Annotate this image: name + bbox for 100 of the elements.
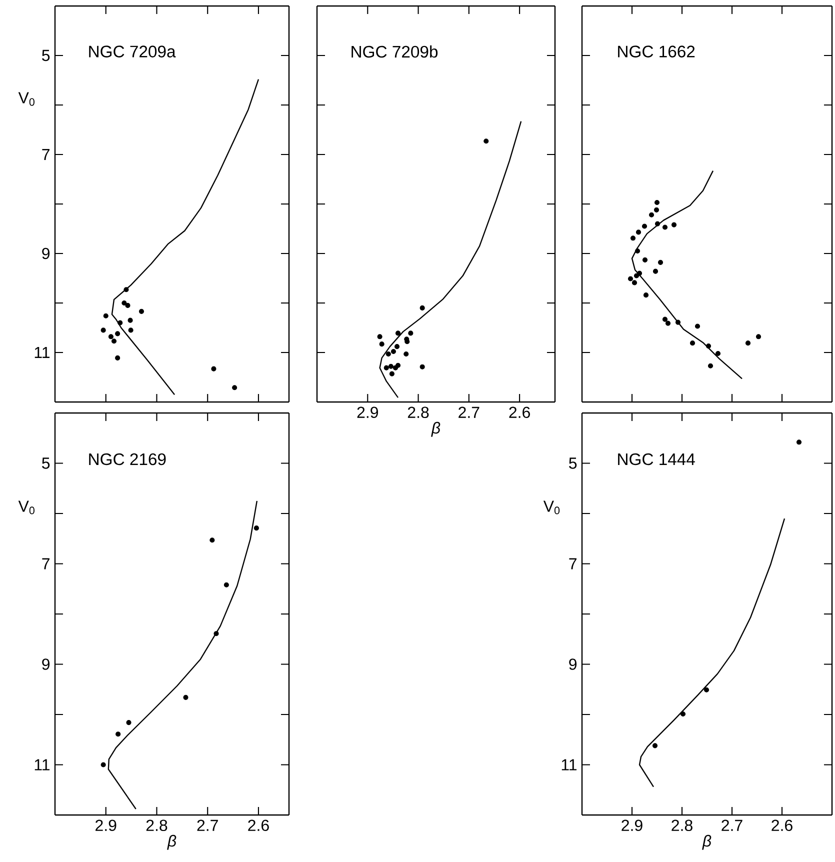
point <box>658 260 664 265</box>
y-axis-title: V$_{0}$ <box>18 500 34 514</box>
point <box>690 340 696 346</box>
point <box>116 732 121 737</box>
x-tick-label: 2.9 <box>96 820 116 832</box>
point <box>420 364 425 370</box>
point <box>648 212 654 218</box>
point <box>756 334 762 340</box>
point <box>108 334 114 340</box>
point <box>214 631 219 636</box>
point <box>642 224 648 229</box>
point <box>128 328 134 333</box>
text: NGC 2169 <box>89 453 166 466</box>
point <box>675 320 681 325</box>
x-tick-label: 2.8 <box>672 820 692 832</box>
point <box>394 344 400 350</box>
x-tick-label: 2.6 <box>248 820 269 832</box>
x-tick-label: 2.8 <box>408 406 429 418</box>
point <box>100 328 106 333</box>
y-tick-label: 7 <box>42 149 50 160</box>
point <box>680 711 686 717</box>
x-tick-label: 2.7 <box>722 820 742 831</box>
point <box>706 344 712 349</box>
x-tick-label: 2.8 <box>146 820 168 832</box>
text: NGC 7209b <box>352 45 438 58</box>
line-series <box>638 518 786 788</box>
point <box>386 351 391 357</box>
point <box>211 366 216 372</box>
y-tick-label: 5 <box>569 458 577 469</box>
x-tick-label: 2.9 <box>357 406 378 418</box>
point <box>395 362 401 368</box>
point <box>115 355 120 360</box>
y-tick-label: 9 <box>42 658 50 670</box>
point <box>232 385 238 390</box>
point <box>224 582 229 588</box>
point <box>704 687 710 692</box>
x-axis-title: β <box>431 422 440 437</box>
text: NGC 1662 <box>618 46 695 58</box>
point <box>395 330 401 336</box>
point <box>128 318 133 323</box>
point <box>100 762 106 768</box>
point <box>384 365 389 370</box>
point <box>694 324 700 329</box>
y-tick-label: 9 <box>569 658 577 670</box>
line-series <box>108 500 258 810</box>
x-axis-title: β <box>167 834 176 850</box>
point <box>708 363 714 368</box>
point <box>652 268 658 274</box>
point <box>484 138 489 144</box>
y-tick-label: 9 <box>42 248 50 260</box>
point <box>124 287 129 292</box>
point <box>630 236 636 241</box>
point <box>662 224 668 230</box>
point <box>125 302 130 308</box>
point <box>628 276 634 282</box>
point <box>420 305 425 310</box>
point <box>634 273 640 278</box>
text: NGC 7209a <box>89 46 176 58</box>
text: NGC 1444 <box>618 453 695 466</box>
point <box>388 364 394 369</box>
x-axis-title: β <box>702 834 712 850</box>
y-tick-label: 11 <box>34 347 50 358</box>
point <box>404 351 409 357</box>
point <box>122 300 127 306</box>
point <box>210 538 215 543</box>
point <box>103 313 108 318</box>
point <box>643 292 649 298</box>
line-series <box>111 78 260 396</box>
point <box>745 340 751 346</box>
point <box>715 350 721 356</box>
point <box>115 331 120 336</box>
point <box>111 338 117 344</box>
point <box>671 222 677 228</box>
point <box>254 526 259 531</box>
point <box>654 207 660 212</box>
point <box>390 348 396 354</box>
point <box>642 257 648 262</box>
point <box>389 371 394 376</box>
point <box>126 720 132 726</box>
point <box>632 280 638 286</box>
x-tick-label: 2.6 <box>772 820 792 832</box>
point <box>408 330 414 336</box>
point <box>636 230 642 235</box>
x-tick-label: 2.9 <box>622 820 642 832</box>
point <box>118 320 123 326</box>
point <box>662 316 668 322</box>
point <box>654 200 660 206</box>
point <box>796 440 802 445</box>
point <box>634 248 640 254</box>
x-tick-label: 2.6 <box>509 406 530 418</box>
y-tick-label: 5 <box>42 50 50 62</box>
point <box>138 308 144 314</box>
point <box>654 221 660 226</box>
x-tick-label: 2.7 <box>197 820 218 831</box>
y-tick-label: 11 <box>34 759 50 770</box>
point <box>379 342 384 347</box>
y-tick-label: 7 <box>42 558 50 570</box>
y-tick-label: 5 <box>42 458 50 469</box>
point <box>377 334 382 340</box>
y-tick-label: 7 <box>569 558 576 570</box>
